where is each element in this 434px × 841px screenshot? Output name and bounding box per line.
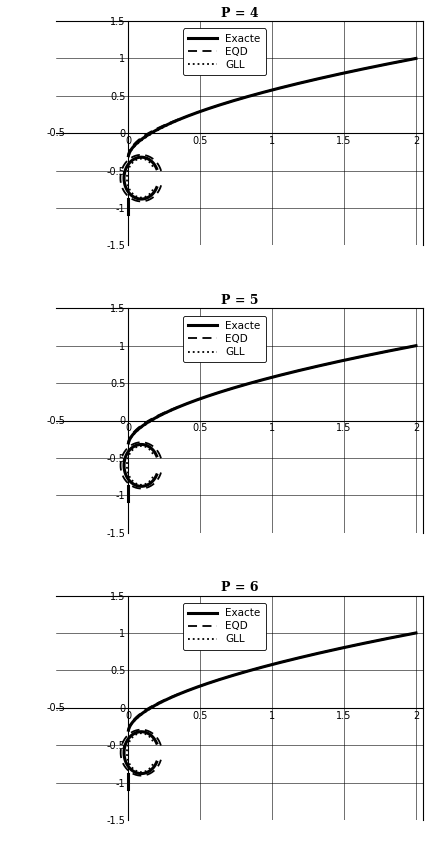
EQD [355,65,360,75]
EQD [155,698,160,708]
Exacte [355,65,360,75]
EQD [154,699,159,709]
Exacte [413,53,418,63]
Text: -0.5: -0.5 [47,415,66,426]
EQD [175,689,181,699]
EQD [125,438,131,448]
EQD [175,402,181,412]
Exacte [126,151,131,161]
Exacte [176,689,181,699]
EQD [269,85,274,95]
EQD [125,151,131,161]
Exacte [244,379,249,389]
Exacte [269,373,274,383]
GLL [269,373,274,383]
Exacte [156,124,161,135]
Line: Exacte: Exacte [128,633,416,730]
GLL [244,379,249,389]
EQD [244,666,249,676]
Exacte [157,698,162,708]
Line: Exacte: Exacte [128,58,416,156]
GLL [269,659,274,669]
GLL [244,666,249,676]
GLL [355,352,360,362]
GLL [177,689,182,699]
Line: EQD: EQD [128,346,416,443]
Exacte [157,124,162,134]
GLL [413,341,418,351]
GLL [157,411,162,421]
Title: P = 6: P = 6 [221,581,259,595]
Text: -0.5: -0.5 [47,703,66,713]
GLL [158,698,163,708]
EQD [125,725,131,735]
GLL [126,151,132,161]
EQD [175,114,180,124]
Line: GLL: GLL [129,346,416,443]
Exacte [176,114,181,124]
GLL [158,411,163,421]
Title: P = 4: P = 4 [221,7,259,20]
EQD [413,53,418,63]
GLL [157,124,162,135]
Text: -0.5: -0.5 [47,128,66,138]
Title: P = 5: P = 5 [221,294,259,307]
Exacte [269,85,274,95]
Line: GLL: GLL [129,58,416,156]
GLL [355,65,360,75]
Line: EQD: EQD [128,58,416,156]
GLL [355,640,360,650]
EQD [155,411,160,421]
EQD [244,92,249,102]
Line: EQD: EQD [128,633,416,730]
Exacte [156,411,161,421]
EQD [154,124,159,134]
EQD [154,411,159,421]
GLL [157,699,162,709]
Exacte [126,438,131,448]
Exacte [355,352,360,362]
Legend: Exacte, EQD, GLL: Exacte, EQD, GLL [183,29,266,75]
GLL [158,124,163,134]
Exacte [269,659,274,669]
EQD [355,640,360,650]
GLL [177,114,182,124]
Exacte [156,699,161,709]
GLL [269,85,274,95]
EQD [413,341,418,351]
EQD [269,373,274,383]
Exacte [176,402,181,412]
GLL [244,92,249,102]
Exacte [244,666,249,676]
GLL [413,628,418,638]
Legend: Exacte, EQD, GLL: Exacte, EQD, GLL [183,315,266,362]
EQD [244,379,249,389]
Legend: Exacte, EQD, GLL: Exacte, EQD, GLL [183,603,266,649]
Exacte [157,411,162,421]
EQD [153,124,158,135]
GLL [177,402,182,412]
Line: GLL: GLL [128,633,416,730]
Exacte [244,92,249,102]
Exacte [126,725,131,735]
Exacte [355,640,360,650]
GLL [126,725,131,735]
EQD [355,352,360,362]
Exacte [413,341,418,351]
GLL [126,438,132,448]
EQD [413,628,418,638]
Exacte [413,628,418,638]
Line: Exacte: Exacte [128,346,416,443]
EQD [269,659,274,669]
GLL [413,53,418,63]
